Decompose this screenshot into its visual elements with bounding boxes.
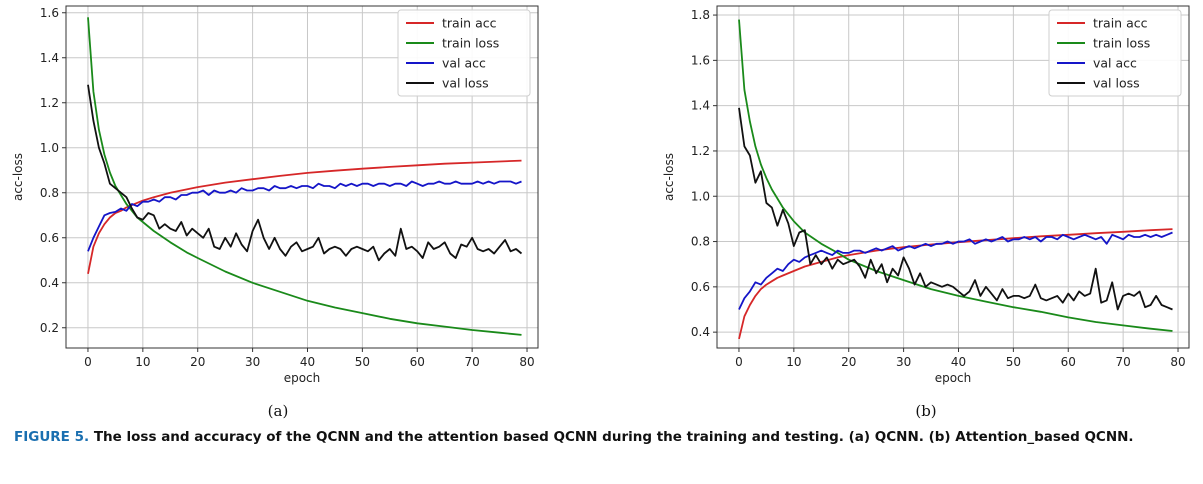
- x-tick-label: 60: [1061, 355, 1076, 369]
- series-line-val-acc: [87, 180, 522, 252]
- x-tick-label: 30: [896, 355, 911, 369]
- x-tick-label: 70: [1115, 355, 1130, 369]
- figure-canvas: 0 10 20 30 40 50 60 70 80 0.2 0.4 0.6 0.8 1.0 1.2 1.4 1.…: [11, 5, 1190, 420]
- caption-text: The loss and accuracy of the QCNN and th…: [93, 429, 1134, 445]
- y-tick-label: 1.8: [691, 8, 710, 22]
- y-tick-label: 0.6: [40, 231, 59, 245]
- legend-entry: val acc: [1093, 56, 1137, 71]
- x-axis-label: epoch: [935, 371, 972, 385]
- x-tick-label: 40: [300, 355, 315, 369]
- x-tick-label: 10: [786, 355, 801, 369]
- y-tick-label: 1.6: [691, 53, 710, 67]
- panel-label: (b): [915, 402, 936, 420]
- series-line-val-loss: [738, 107, 1173, 311]
- y-tick-label: 1.2: [40, 96, 59, 110]
- chart-panel-a: 0 10 20 30 40 50 60 70 80 0.2 0.4 0.6 0.8 1.0 1.2 1.4 1.…: [11, 5, 539, 420]
- y-tick-label: 1.0: [691, 189, 710, 203]
- panel-label: (a): [268, 402, 289, 420]
- y-tick-label: 1.0: [40, 141, 59, 155]
- legend-entry: val loss: [442, 76, 489, 91]
- plot-frame: [716, 5, 1190, 349]
- y-axis-label: acc-loss: [662, 153, 676, 201]
- series-line-train-acc: [87, 159, 522, 274]
- x-tick-label: 60: [410, 355, 425, 369]
- legend-entry: train acc: [442, 16, 497, 31]
- chart-panel-b: 0 10 20 30 40 50 60 70 80 0.4 0.6 0.8 1.0 1.2 1.4 1.6 1.…: [662, 5, 1190, 420]
- legend-entry: train loss: [442, 36, 499, 51]
- legend-entry: train loss: [1093, 36, 1150, 51]
- y-tick-label: 1.4: [40, 51, 59, 65]
- y-tick-label: 1.2: [691, 144, 710, 158]
- y-tick-label: 1.4: [691, 99, 710, 113]
- series-line-train-loss: [738, 19, 1173, 332]
- x-tick-label: 0: [84, 355, 92, 369]
- x-axis-label: epoch: [284, 371, 321, 385]
- series-line-val-loss: [87, 84, 523, 262]
- y-tick-label: 0.6: [691, 280, 710, 294]
- figure-caption: FIGURE 5. The loss and accuracy of the Q…: [14, 428, 1194, 447]
- y-axis-label: acc-loss: [11, 153, 25, 201]
- legend-box: [1048, 9, 1182, 97]
- x-tick-label: 70: [464, 355, 479, 369]
- series-line-train-acc: [738, 228, 1173, 340]
- x-tick-label: 20: [190, 355, 205, 369]
- legend: train acc train loss val acc val loss: [397, 9, 531, 97]
- x-tick-label: 80: [519, 355, 534, 369]
- y-tick-label: 0.8: [40, 186, 59, 200]
- y-tick-label: 0.4: [40, 276, 59, 290]
- x-tick-label: 40: [951, 355, 966, 369]
- x-tick-label: 50: [355, 355, 370, 369]
- plot-frame: [65, 5, 539, 349]
- legend: train acc train loss val acc val loss: [1048, 9, 1182, 97]
- x-tick-label: 10: [135, 355, 150, 369]
- x-tick-label: 30: [245, 355, 260, 369]
- x-tick-label: 20: [841, 355, 856, 369]
- y-tick-label: 1.6: [40, 6, 59, 20]
- x-tick-label: 0: [735, 355, 743, 369]
- legend-entry: val loss: [1093, 76, 1140, 91]
- x-tick-label: 50: [1006, 355, 1021, 369]
- y-tick-label: 0.2: [40, 321, 59, 335]
- legend-box: [397, 9, 531, 97]
- legend-entry: train acc: [1093, 16, 1148, 31]
- y-tick-label: 0.4: [691, 325, 710, 339]
- x-tick-label: 80: [1170, 355, 1185, 369]
- caption-tag: FIGURE 5.: [14, 429, 90, 445]
- series-line-val-acc: [738, 231, 1173, 310]
- series-line-train-loss: [87, 17, 522, 336]
- y-tick-label: 0.8: [691, 235, 710, 249]
- legend-entry: val acc: [442, 56, 486, 71]
